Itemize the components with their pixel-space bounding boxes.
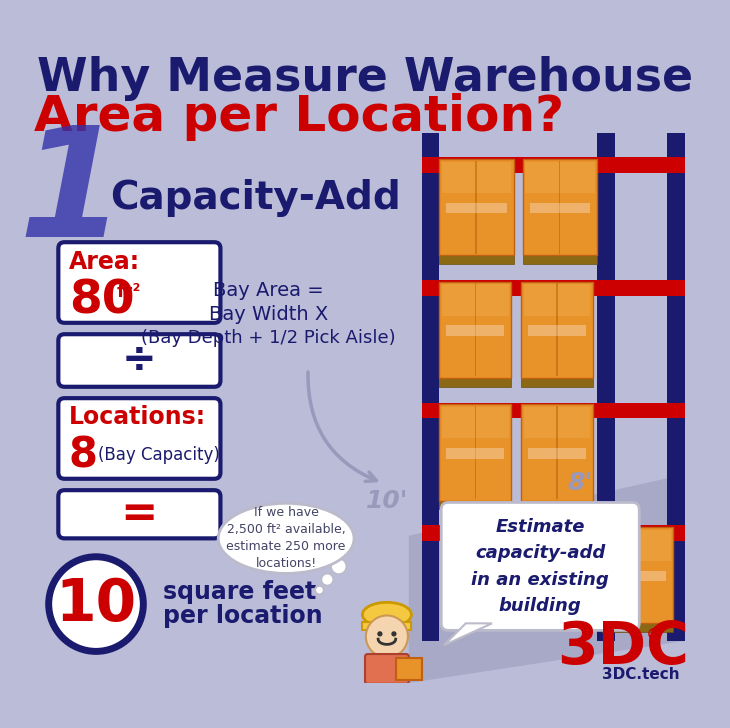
Text: Estimate
capacity-add
in an existing
building: Estimate capacity-add in an existing bui…	[472, 518, 609, 615]
Bar	[526, 162, 594, 193]
Text: per location: per location	[164, 604, 323, 628]
Bar	[597, 132, 615, 641]
FancyBboxPatch shape	[58, 490, 220, 539]
Bar	[521, 404, 593, 501]
Bar	[521, 499, 593, 510]
Text: 3DC: 3DC	[558, 620, 689, 676]
Bar	[637, 529, 638, 622]
Text: Bay Area =: Bay Area =	[213, 281, 324, 300]
Bar	[609, 571, 666, 581]
Ellipse shape	[362, 602, 412, 627]
Text: (Bay Capacity): (Bay Capacity)	[98, 446, 220, 464]
Bar	[422, 157, 685, 173]
Bar	[556, 406, 558, 499]
Circle shape	[49, 557, 143, 652]
Bar	[604, 529, 671, 561]
FancyBboxPatch shape	[58, 242, 220, 323]
Text: ÷: ÷	[122, 339, 156, 381]
Bar	[521, 282, 593, 378]
Circle shape	[315, 586, 324, 595]
Circle shape	[321, 574, 334, 586]
Text: Area:: Area:	[69, 250, 140, 274]
Bar	[474, 406, 476, 499]
Bar	[528, 325, 585, 336]
Text: Bay Width X: Bay Width X	[209, 304, 328, 323]
Bar	[422, 403, 685, 419]
Bar	[523, 253, 597, 264]
Bar	[475, 161, 477, 253]
Bar	[442, 284, 509, 316]
Text: ft²: ft²	[117, 283, 142, 301]
Text: Locations:: Locations:	[69, 405, 206, 430]
Bar	[447, 448, 504, 459]
FancyBboxPatch shape	[365, 654, 409, 684]
Bar	[447, 203, 507, 213]
Circle shape	[377, 631, 383, 636]
Text: ®: ®	[650, 630, 658, 638]
Bar	[523, 407, 590, 438]
Bar	[447, 325, 504, 336]
Circle shape	[391, 631, 396, 636]
Text: If we have
2,500 ft² available,
estimate 250 more
locations!: If we have 2,500 ft² available, estimate…	[226, 507, 346, 570]
Text: =: =	[120, 492, 158, 535]
Text: 10: 10	[55, 576, 137, 633]
Circle shape	[366, 615, 408, 657]
Ellipse shape	[218, 503, 354, 574]
Text: 80: 80	[69, 278, 134, 323]
Bar	[439, 253, 514, 264]
Text: Capacity-Add: Capacity-Add	[110, 179, 401, 218]
FancyArrowPatch shape	[308, 372, 377, 481]
Bar	[396, 658, 422, 680]
Text: Area per Location?: Area per Location?	[34, 93, 564, 141]
Bar	[530, 203, 590, 213]
Bar	[439, 159, 514, 256]
Text: 10': 10'	[366, 488, 408, 513]
Polygon shape	[444, 623, 492, 645]
Bar	[439, 376, 511, 387]
Bar	[422, 132, 439, 641]
Text: Why Measure Warehouse: Why Measure Warehouse	[37, 56, 693, 101]
Bar	[422, 280, 685, 296]
Bar	[667, 132, 685, 641]
FancyBboxPatch shape	[441, 502, 639, 630]
Bar	[528, 448, 585, 459]
Polygon shape	[409, 475, 685, 683]
Bar	[602, 527, 673, 623]
Text: 8': 8'	[567, 471, 592, 495]
Bar	[602, 622, 673, 632]
Bar	[521, 376, 593, 387]
Bar	[442, 407, 509, 438]
Text: (Bay Depth + 1/2 Pick Aisle): (Bay Depth + 1/2 Pick Aisle)	[142, 329, 396, 347]
Text: 3DC.tech: 3DC.tech	[602, 667, 680, 681]
FancyBboxPatch shape	[58, 398, 220, 479]
Bar	[439, 282, 511, 378]
Text: square feet: square feet	[164, 579, 317, 604]
Bar	[439, 404, 511, 501]
Text: 1: 1	[18, 119, 125, 269]
Text: 8: 8	[69, 434, 98, 476]
Bar	[556, 283, 558, 376]
Circle shape	[331, 558, 347, 574]
Bar	[362, 622, 412, 630]
Bar	[422, 525, 685, 541]
Bar	[442, 162, 511, 193]
FancyBboxPatch shape	[58, 334, 220, 387]
Bar	[439, 499, 511, 510]
Bar	[558, 161, 561, 253]
Bar	[523, 159, 597, 256]
Bar	[523, 284, 590, 316]
Bar	[474, 283, 476, 376]
